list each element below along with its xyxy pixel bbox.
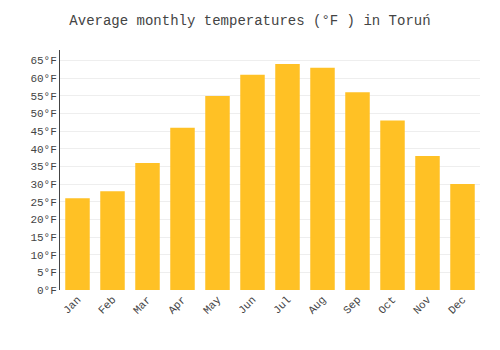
svg-text:45°F: 45°F	[30, 126, 56, 138]
svg-text:35°F: 35°F	[30, 161, 56, 173]
svg-text:Dec: Dec	[446, 294, 468, 316]
svg-text:Sep: Sep	[341, 294, 363, 316]
svg-text:Apr: Apr	[166, 294, 188, 316]
svg-text:50°F: 50°F	[30, 108, 56, 120]
svg-text:Average monthly temperatures (: Average monthly temperatures (°F ) in To…	[69, 13, 430, 29]
svg-text:65°F: 65°F	[30, 55, 56, 67]
svg-text:10°F: 10°F	[30, 250, 56, 262]
svg-text:Aug: Aug	[306, 294, 328, 316]
svg-text:Nov: Nov	[411, 294, 434, 317]
svg-text:15°F: 15°F	[30, 232, 56, 244]
svg-text:0°F: 0°F	[37, 285, 57, 297]
svg-text:May: May	[201, 294, 224, 317]
svg-text:40°F: 40°F	[30, 144, 56, 156]
svg-text:Jun: Jun	[236, 294, 258, 316]
svg-text:Feb: Feb	[96, 294, 118, 316]
svg-text:30°F: 30°F	[30, 179, 56, 191]
svg-text:Mar: Mar	[131, 294, 153, 316]
svg-text:55°F: 55°F	[30, 91, 56, 103]
svg-text:60°F: 60°F	[30, 73, 56, 85]
svg-text:20°F: 20°F	[30, 214, 56, 226]
svg-text:Oct: Oct	[376, 294, 398, 316]
svg-text:Jul: Jul	[271, 294, 293, 316]
svg-text:Jan: Jan	[61, 294, 83, 316]
svg-text:25°F: 25°F	[30, 197, 56, 209]
svg-text:5°F: 5°F	[37, 267, 57, 279]
